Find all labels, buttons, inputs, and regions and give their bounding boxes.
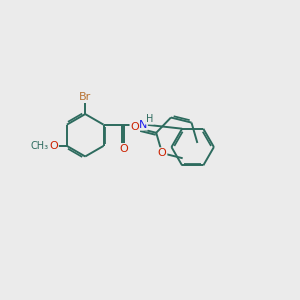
Text: CH₃: CH₃	[30, 141, 49, 151]
Text: O: O	[49, 141, 58, 151]
Text: H: H	[146, 114, 153, 124]
Text: O: O	[158, 148, 167, 158]
Text: O: O	[120, 144, 129, 154]
Text: Br: Br	[79, 92, 91, 102]
Text: N: N	[139, 120, 147, 130]
Text: O: O	[130, 122, 139, 133]
